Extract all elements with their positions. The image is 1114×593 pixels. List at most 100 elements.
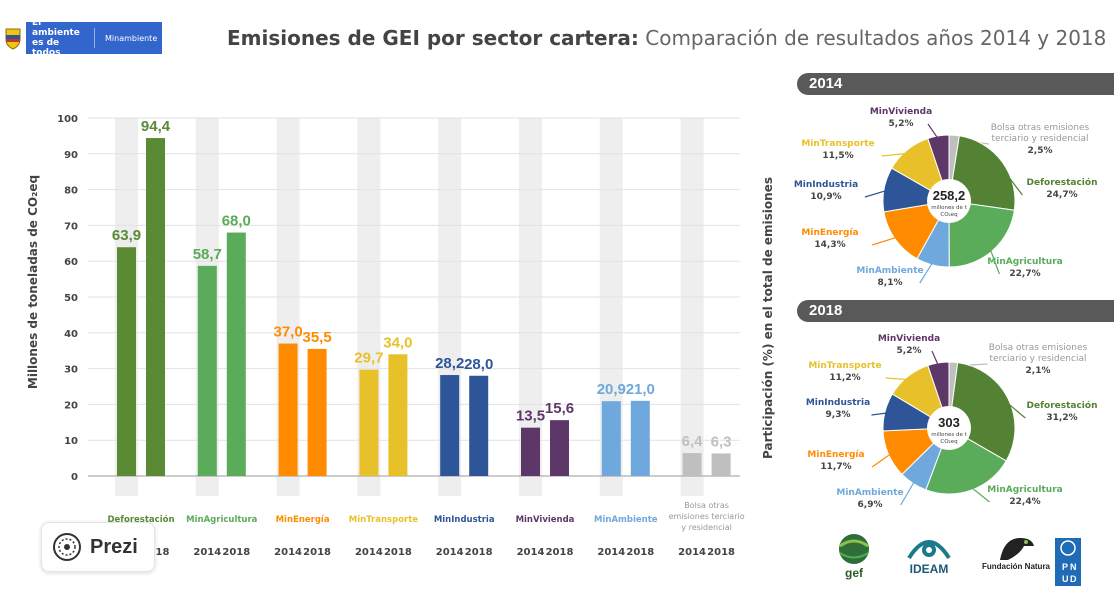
pie-label-name: MinIndustria [794, 180, 858, 190]
pie-leader-line [969, 485, 990, 503]
y-tick-label: 80 [64, 186, 78, 197]
pie-label-value: 8,1% [878, 278, 903, 288]
pie-label-name: MinVivienda [870, 107, 932, 117]
pie-label-name: Deforestación [1027, 177, 1098, 188]
pie-label-name: MinTransporte [801, 139, 874, 149]
colombia-crest-icon [0, 22, 26, 54]
pie-label-name: MinIndustria [806, 398, 870, 408]
pie-leader-line [871, 452, 893, 468]
bar-2018-3 [388, 354, 408, 476]
year-label: 2018 [222, 547, 250, 558]
y-tick-label: 70 [64, 221, 78, 232]
svg-text:U: U [1062, 574, 1069, 584]
year-label: 2018 [546, 547, 574, 558]
pie-label-name: terciario y residencial [990, 354, 1087, 364]
pie-label-value: 2,5% [1028, 146, 1053, 156]
y-tick-label: 50 [64, 293, 78, 304]
svg-text:P: P [1062, 562, 1068, 572]
year-label: 2014 [597, 547, 625, 558]
pie-leader-line [927, 123, 940, 141]
ideam-eye-icon [907, 540, 951, 560]
data-label: 6,3 [711, 433, 732, 450]
year-label: 2014 [193, 547, 221, 558]
data-label: 35,5 [302, 329, 331, 346]
pnud-icon: P N U D [1055, 538, 1081, 586]
pie-center-hole [927, 406, 971, 450]
gov-line-1: El ambiente [32, 18, 80, 38]
bar-2018-7 [711, 453, 731, 476]
year-label: 2018 [303, 547, 331, 558]
pie-label-name: MinAmbiente [836, 488, 903, 498]
data-label: 94,4 [141, 118, 171, 135]
pie-label-name: terciario y residencial [992, 134, 1089, 144]
pie-center-unit: millones de t [931, 432, 967, 438]
pie-label-value: 24,7% [1046, 190, 1077, 200]
pie-leader-line [989, 247, 1000, 275]
ideam-logo: IDEAM [905, 532, 953, 576]
pie-y-axis-label: Participación (%) en el total de emision… [761, 177, 775, 459]
category-label-line: emisiones terciario [669, 512, 745, 521]
category-label-line: y residencial [681, 523, 732, 532]
pie-leader-line [900, 479, 916, 506]
pie-2018-title: 2018 [797, 300, 1114, 322]
pie-label-value: 9,3% [826, 410, 851, 420]
natura-logo: Fundación Natura [982, 532, 1050, 571]
pie-label-name: MinAgricultura [987, 485, 1062, 495]
ideam-caption: IDEAM [909, 562, 949, 576]
prezi-logo-icon [53, 533, 81, 561]
pie-leader-line [931, 350, 940, 368]
prezi-label: Prezi [90, 535, 138, 558]
bar-2014-0 [117, 247, 136, 476]
pie-leader-line [871, 412, 889, 416]
pie-label-value: 14,3% [814, 240, 845, 250]
data-label: 37,0 [273, 324, 302, 341]
data-label: 28,2 [435, 355, 464, 372]
pie-label-name: MinAgricultura [987, 257, 1062, 267]
gef-globe-icon [839, 534, 869, 564]
y-axis-label: Millones de toneladas de CO₂eq [26, 175, 40, 389]
year-label: 2018 [707, 547, 735, 558]
pie-leader-line [871, 236, 899, 246]
pie-label-value: 22,4% [1009, 497, 1040, 507]
year-label: 2014 [355, 547, 383, 558]
pie-label-value: 22,7% [1009, 269, 1040, 279]
data-label: 68,0 [222, 213, 251, 230]
title-rest: Comparación de resultados años 2014 y 20… [645, 26, 1107, 50]
pnud-logo: P N U D [1055, 538, 1081, 586]
y-tick-label: 60 [64, 257, 78, 268]
category-label: Deforestación [107, 514, 174, 525]
category-label: MinAmbiente [594, 515, 658, 525]
natura-bird-icon [1000, 538, 1034, 560]
year-label: 2014 [517, 547, 545, 558]
pie-label-name: MinVivienda [878, 334, 940, 344]
pie-center-hole [927, 179, 971, 223]
bar-2014-1 [197, 265, 217, 476]
prezi-badge[interactable]: Prezi [41, 522, 155, 572]
pie-leader-line [864, 189, 889, 198]
data-label: 6,4 [682, 433, 704, 450]
y-tick-label: 90 [64, 150, 78, 161]
bar-2014-6 [601, 401, 621, 476]
pie-label-value: 10,9% [810, 192, 841, 202]
pie-center-value: 258,2 [933, 188, 966, 203]
svg-text:D: D [1070, 574, 1077, 584]
category-label: MinAgricultura [186, 515, 258, 525]
pie-label-value: 2,1% [1026, 366, 1051, 376]
gov-line-2: es de todos [32, 38, 61, 58]
category-label: MinTransporte [349, 515, 419, 525]
pie-center-unit: millones de t [931, 205, 967, 211]
data-label: 15,6 [545, 400, 574, 417]
pie-leader-line [998, 163, 1023, 196]
y-tick-label: 100 [57, 114, 78, 125]
bar-2018-6 [630, 400, 650, 476]
bar-2018-5 [550, 420, 569, 476]
pie-label-value: 6,9% [858, 500, 883, 510]
data-label: 20,9 [597, 381, 626, 398]
pie-label-name: Deforestación [1027, 400, 1098, 411]
pie-label-value: 11,7% [820, 462, 851, 472]
pie-label-name: MinEnergía [801, 228, 858, 238]
data-label: 34,0 [383, 334, 412, 351]
pie-label-value: 5,2% [889, 119, 914, 129]
category-label-line: Bolsa otras [684, 501, 729, 510]
